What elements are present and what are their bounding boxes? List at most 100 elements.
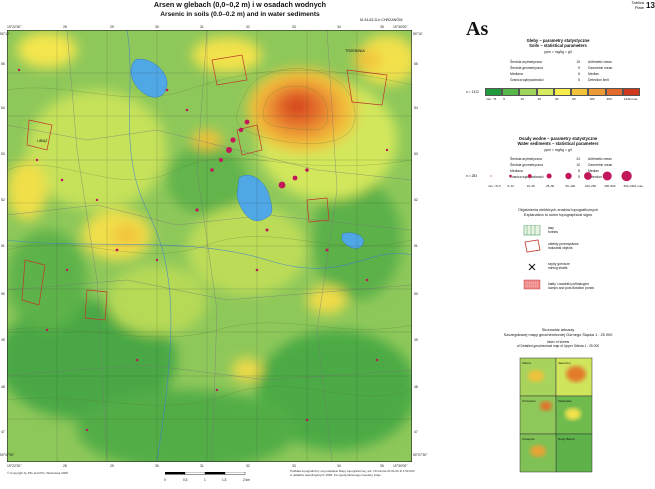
stat-name-pl: Średnia geometryczna bbox=[510, 163, 543, 167]
soils-scale-label: 4132 max. bbox=[623, 97, 639, 101]
top-tick: 32 bbox=[246, 25, 250, 29]
left-tick: 50°10' bbox=[0, 32, 10, 36]
stat-name-en: Geometric mean bbox=[588, 66, 613, 70]
stat-name-pl: Mediana bbox=[510, 72, 523, 76]
bottom-tick: 19°30'00" bbox=[393, 464, 408, 468]
bottom-tick: 19°22'30" bbox=[7, 464, 22, 468]
mining-shaft-icon bbox=[528, 263, 536, 271]
sheet-id: M-34-63-D-b CHRZANÓW bbox=[360, 18, 403, 22]
right-tick: 49 bbox=[414, 338, 418, 342]
stat-name-pl: Granica wykrywalności bbox=[510, 175, 544, 179]
bottom-tick: 35 bbox=[380, 464, 384, 468]
soils-scale-label: 40 bbox=[554, 97, 559, 101]
top-tick: 31 bbox=[200, 25, 204, 29]
right-tick: 47 bbox=[414, 430, 418, 434]
soils-scale-label: 5 bbox=[503, 97, 505, 101]
sediment-class-label: min. <5–5 bbox=[488, 184, 501, 188]
stat-name-en: Arithmetic mean bbox=[588, 60, 612, 64]
sediment-class-dot bbox=[565, 172, 572, 180]
left-tick: 50 bbox=[1, 292, 5, 296]
soils-scale-swatch bbox=[536, 88, 554, 96]
left-tick: 51 bbox=[1, 244, 5, 248]
scale-label: 1 bbox=[204, 478, 206, 482]
scale-label: 0,5 bbox=[183, 478, 188, 482]
bottom-tick: 32 bbox=[246, 464, 250, 468]
scale-label: 2 km bbox=[243, 478, 250, 482]
stat-value: 8 bbox=[578, 72, 580, 76]
soils-scale-swatch bbox=[588, 88, 606, 96]
legend-mining-pl: szyby górnicze bbox=[548, 262, 570, 266]
town-label-libiaz: LIBIĄŻ bbox=[37, 138, 47, 143]
sediment-class-label: 100–250 bbox=[585, 184, 597, 188]
bottom-tick: 29 bbox=[110, 464, 114, 468]
soils-scale-swatch bbox=[485, 88, 503, 96]
left-tick: 48 bbox=[1, 385, 5, 389]
index-label: Mysłowice bbox=[558, 399, 572, 403]
soils-scale-labels: min. <5 5 10 20 40 60 100 200 4132 max. bbox=[485, 97, 640, 102]
sediments-sample-count: n = 283 bbox=[466, 174, 478, 178]
top-tick: 34 bbox=[337, 25, 341, 29]
left-tick: 50°07'30" bbox=[0, 453, 15, 457]
sediment-class-dot bbox=[509, 174, 512, 178]
index-subtitle-en: of Detailed geochemical map of Upper Sil… bbox=[516, 344, 600, 349]
left-tick: 53 bbox=[1, 152, 5, 156]
bottom-tick: 33 bbox=[292, 464, 296, 468]
index-sheet-jaworzno bbox=[555, 357, 593, 397]
stat-value: 5 bbox=[578, 175, 580, 179]
right-tick: 48 bbox=[414, 385, 418, 389]
bottom-tick: 31 bbox=[200, 464, 204, 468]
index-label: Chrzanów bbox=[522, 399, 536, 403]
soils-scale-swatch bbox=[605, 88, 623, 96]
right-tick: 50°10' bbox=[413, 32, 423, 36]
stat-name-pl: Średnia arytmetyczna bbox=[510, 60, 542, 64]
plate-label-pl: Tablica bbox=[631, 0, 644, 5]
sediment-class-dot bbox=[527, 174, 532, 178]
legend-industrial-en: industrial objects bbox=[548, 246, 573, 251]
right-tick: 53 bbox=[414, 152, 418, 156]
copyright: © Copyright by PIG and PIG, Warszawa 200… bbox=[7, 471, 68, 475]
soils-scale-swatch bbox=[502, 88, 520, 96]
top-tick: 35 bbox=[380, 25, 384, 29]
right-tick: 50 bbox=[414, 292, 418, 296]
soils-scale-label: min. <5 bbox=[486, 97, 497, 101]
plate-number: 13 bbox=[646, 1, 655, 10]
sediment-class-dot bbox=[602, 171, 612, 181]
stat-value: 24 bbox=[576, 157, 580, 161]
index-sheet-olkusz bbox=[519, 357, 557, 397]
soils-scale-swatch bbox=[571, 88, 589, 96]
legend-industrial-pl: obiekty przemysłowe bbox=[548, 242, 579, 246]
legend-dumps: hałdy i osadniki poflotacyjne dumps and … bbox=[548, 282, 594, 290]
bottom-tick: 34 bbox=[337, 464, 341, 468]
legend-mining-en: mining shafts bbox=[548, 266, 568, 271]
stat-name-pl: Średnia arytmetyczna bbox=[510, 157, 542, 161]
left-tick: 52 bbox=[1, 198, 5, 202]
sediments-title-en: Water sediments – statistical parameters bbox=[517, 141, 599, 147]
soils-scale-swatch bbox=[622, 88, 640, 96]
index-label: Jaworzno bbox=[558, 361, 571, 365]
legend-dumps-pl: hałdy i osadniki poflotacyjne bbox=[548, 282, 590, 286]
left-tick: 54 bbox=[1, 106, 5, 110]
legend-forests: lasy forests bbox=[548, 226, 558, 234]
topo-legend-symbols bbox=[523, 225, 541, 290]
stat-name-pl: Mediana bbox=[510, 169, 523, 173]
right-tick: 55 bbox=[414, 62, 418, 66]
sediment-sample-points bbox=[17, 68, 389, 432]
sediment-class-dot bbox=[621, 170, 632, 182]
soils-sample-count: n = 1312 bbox=[466, 90, 479, 94]
sediment-class-label: 25–50 bbox=[546, 184, 554, 188]
stat-value: 5 bbox=[578, 78, 580, 82]
town-label-trzebinia: TRZEBINIA bbox=[345, 49, 365, 53]
right-tick: 50°07'30" bbox=[413, 453, 428, 457]
soils-scale-label: 10 bbox=[520, 97, 524, 101]
stat-name-en: Geometric mean bbox=[588, 163, 613, 167]
index-title-pl: Skorowidz arkuszy bbox=[541, 327, 575, 332]
right-tick: 54 bbox=[414, 106, 418, 110]
map-title-english: Arsenic in soils (0.0–0.2 m) and in wate… bbox=[160, 11, 320, 18]
index-title: Skorowidz arkuszy Szczegółowej mapy geoc… bbox=[473, 327, 643, 349]
index-subtitle-pl: Szczegółowej mapy geochemicznej Górnego … bbox=[503, 331, 613, 337]
sediments-unit: ppm = mg/kg = g/t bbox=[544, 148, 572, 152]
sediment-class-label: 250–500 bbox=[604, 184, 616, 188]
stat-value: 9 bbox=[578, 66, 580, 70]
soils-scale-swatch bbox=[553, 88, 572, 96]
bottom-tick: 30 bbox=[155, 464, 159, 468]
